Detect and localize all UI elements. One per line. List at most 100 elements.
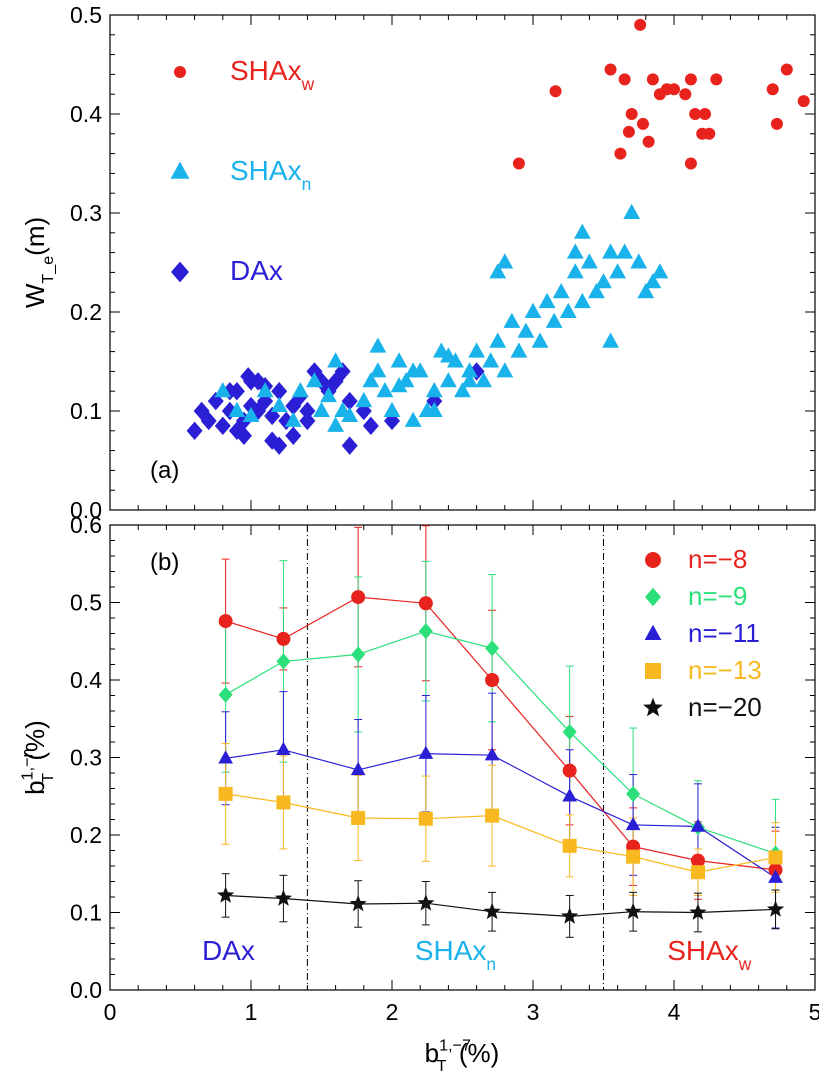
data-point-shaxn <box>496 253 514 269</box>
legend-marker <box>170 161 190 179</box>
data-point-shaxn <box>327 352 344 368</box>
data-point-shaxn <box>510 342 528 358</box>
data-point-shaxn <box>284 411 302 427</box>
legend-marker <box>645 663 661 679</box>
data-point-shaxn <box>489 332 507 348</box>
data-point-shaxn <box>573 223 591 239</box>
x-tick-label: 3 <box>527 999 540 1025</box>
data-point <box>485 808 500 823</box>
data-point-shaxn <box>425 401 443 417</box>
data-point <box>626 849 641 864</box>
data-point-shaxw <box>780 63 793 76</box>
data-point-shaxw <box>646 73 659 86</box>
data-point-shaxn <box>552 283 570 299</box>
series-line <box>225 894 776 918</box>
data-point-shaxw <box>634 18 647 31</box>
region-label: SHAxw <box>667 935 752 974</box>
data-point-dax <box>240 367 257 386</box>
data-point-shaxn <box>228 401 246 417</box>
legend-label: n=−8 <box>688 544 747 574</box>
legend-label: n=−11 <box>688 618 760 648</box>
data-point-shaxn <box>461 372 478 388</box>
data-point-shaxn <box>644 273 662 289</box>
data-point-shaxn <box>609 263 626 279</box>
y-tick-label: 0.1 <box>70 900 102 926</box>
data-point-shaxn <box>538 292 556 309</box>
data-point-shaxn <box>327 416 344 432</box>
data-point <box>768 850 783 865</box>
data-point-shaxw <box>604 63 617 76</box>
data-point-dax <box>362 416 379 436</box>
data-point-shaxn <box>630 253 648 269</box>
data-point-shaxn <box>270 396 288 413</box>
data-point-shaxw <box>614 147 627 160</box>
data-point <box>485 640 500 657</box>
data-point-shaxn <box>489 263 507 279</box>
data-point-shaxn <box>545 312 563 328</box>
data-point-dax <box>200 411 217 431</box>
data-point-shaxn <box>306 372 323 388</box>
data-point-shaxn <box>320 386 337 403</box>
data-point <box>483 902 501 920</box>
data-point-shaxn <box>256 382 274 398</box>
data-point-shaxw <box>797 95 810 108</box>
legend-label: DAx <box>230 255 283 286</box>
data-point <box>417 894 435 911</box>
data-point-shaxw <box>668 83 680 96</box>
legend-marker <box>171 261 189 283</box>
y-tick-label: 0.4 <box>70 667 102 693</box>
data-point-shaxn <box>383 401 401 417</box>
y-tick-label: 0.3 <box>70 745 102 771</box>
data-point-dax <box>341 391 358 411</box>
data-point-shaxn <box>454 382 471 398</box>
data-point-shaxw <box>679 88 692 101</box>
data-point <box>418 596 433 611</box>
data-point <box>351 590 366 605</box>
y-tick-label: 0.5 <box>70 2 102 28</box>
data-point-shaxn <box>566 263 584 279</box>
legend-marker <box>643 697 663 717</box>
data-point <box>562 763 577 778</box>
data-point <box>217 886 235 903</box>
data-point-shaxw <box>770 117 783 130</box>
data-point-shaxw <box>699 108 712 120</box>
data-point-shaxn <box>602 332 619 348</box>
legend-label: n=−20 <box>688 692 762 722</box>
y-tick-label: 0.6 <box>70 512 102 538</box>
data-point-shaxn <box>524 302 542 318</box>
data-point <box>276 653 291 670</box>
data-point-shaxw <box>710 73 723 86</box>
data-point-shaxn <box>242 406 260 422</box>
data-point <box>218 786 233 801</box>
data-point-shaxw <box>622 125 635 138</box>
x-tick-label: 2 <box>386 999 399 1025</box>
data-point-shaxn <box>461 362 478 378</box>
data-point <box>484 747 500 761</box>
data-point-shaxn <box>588 283 605 299</box>
data-point-shaxn <box>404 362 422 378</box>
data-point-shaxn <box>595 273 612 289</box>
data-point <box>218 686 233 703</box>
data-point-shaxn <box>390 352 408 368</box>
data-point <box>418 745 434 759</box>
data-point <box>274 889 293 906</box>
y-tick-label: 0.2 <box>70 299 102 325</box>
data-point <box>350 761 366 776</box>
data-point <box>624 902 642 920</box>
x-axis-label: b1,−7 T (%) <box>425 1036 500 1075</box>
data-point-dax <box>235 426 252 445</box>
data-point <box>625 816 641 831</box>
data-point-dax <box>341 436 358 455</box>
data-point-shaxn <box>573 292 591 309</box>
data-point-shaxn <box>531 332 549 348</box>
data-point <box>561 907 579 924</box>
data-point <box>768 869 783 883</box>
y-tick-label: 0.0 <box>70 497 102 523</box>
data-point-shaxn <box>440 347 457 363</box>
region-label: SHAxn <box>415 935 496 974</box>
y-axis-label-group: WT_e(m) <box>20 217 57 308</box>
data-point <box>766 900 785 917</box>
data-point <box>418 623 433 640</box>
legend-marker <box>645 552 661 568</box>
data-point-shaxn <box>341 406 359 422</box>
